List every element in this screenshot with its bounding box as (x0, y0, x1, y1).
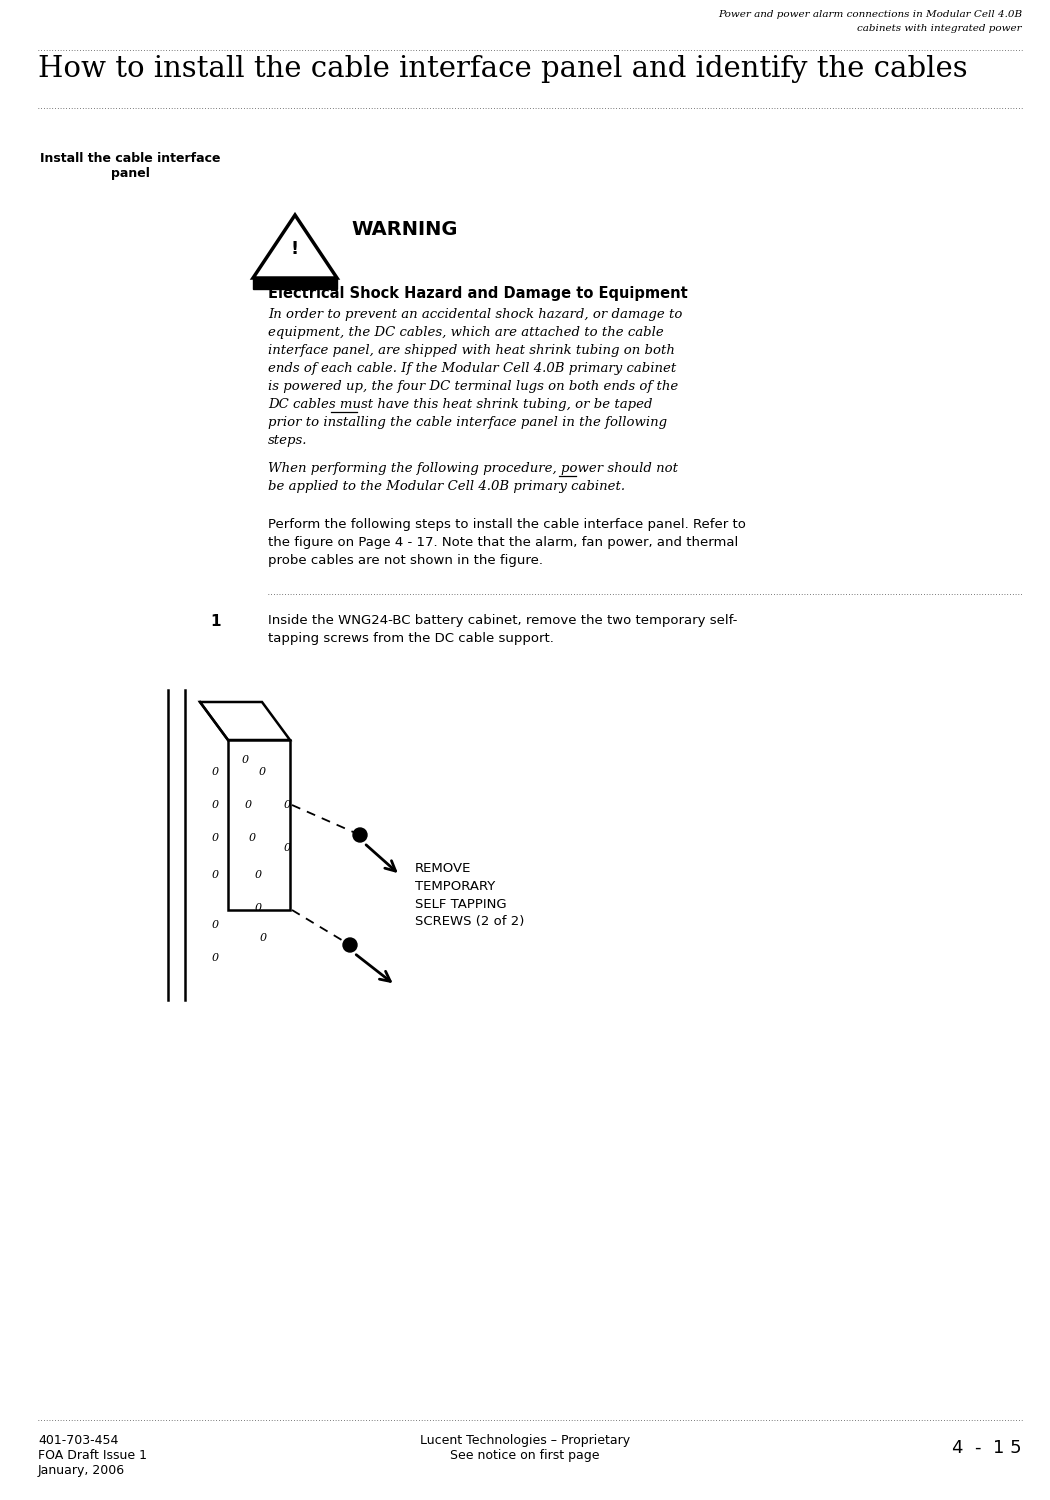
Text: See notice on first page: See notice on first page (450, 1449, 600, 1462)
Text: 401-703-454: 401-703-454 (38, 1434, 119, 1448)
Text: be applied to the Modular Cell 4.0B primary cabinet.: be applied to the Modular Cell 4.0B prim… (268, 480, 625, 494)
Text: 4  -  1 5: 4 - 1 5 (952, 1438, 1022, 1456)
Text: steps.: steps. (268, 433, 308, 447)
Text: 0: 0 (211, 870, 218, 880)
Text: Power and power alarm connections in Modular Cell 4.0B: Power and power alarm connections in Mod… (718, 10, 1022, 20)
Text: Electrical Shock Hazard and Damage to Equipment: Electrical Shock Hazard and Damage to Eq… (268, 286, 688, 302)
Text: In order to prevent an accidental shock hazard, or damage to: In order to prevent an accidental shock … (268, 308, 682, 321)
Text: How to install the cable interface panel and identify the cables: How to install the cable interface panel… (38, 56, 968, 82)
Bar (253, 278, 337, 290)
Text: 0: 0 (211, 766, 218, 777)
Text: 0: 0 (211, 833, 218, 843)
Text: is powered up, the four DC terminal lugs on both ends of the: is powered up, the four DC terminal lugs… (268, 380, 678, 393)
Text: equipment, the DC cables, which are attached to the cable: equipment, the DC cables, which are atta… (268, 326, 664, 339)
Text: !: ! (291, 240, 299, 258)
Circle shape (353, 828, 367, 842)
Text: Perform the following steps to install the cable interface panel. Refer to: Perform the following steps to install t… (268, 518, 746, 531)
Text: WARNING: WARNING (351, 220, 458, 238)
Text: 0: 0 (211, 952, 218, 963)
Text: FOA Draft Issue 1: FOA Draft Issue 1 (38, 1449, 147, 1462)
Text: 0: 0 (242, 754, 249, 765)
Text: interface panel, are shipped with heat shrink tubing on both: interface panel, are shipped with heat s… (268, 344, 675, 357)
Text: DC cables must have this heat shrink tubing, or be taped: DC cables must have this heat shrink tub… (268, 398, 652, 411)
Text: the figure on Page 4 - 17. Note that the alarm, fan power, and thermal: the figure on Page 4 - 17. Note that the… (268, 536, 738, 549)
Text: 0: 0 (211, 800, 218, 810)
Text: 0: 0 (258, 766, 266, 777)
Text: When performing the following procedure, power should not: When performing the following procedure,… (268, 462, 678, 476)
Circle shape (343, 938, 357, 952)
Text: 0: 0 (284, 843, 291, 854)
Text: Inside the WNG24-BC battery cabinet, remove the two temporary self-: Inside the WNG24-BC battery cabinet, rem… (268, 614, 737, 627)
Text: Install the cable interface: Install the cable interface (40, 152, 220, 165)
Text: cabinets with integrated power: cabinets with integrated power (858, 24, 1022, 33)
Text: 0: 0 (211, 920, 218, 930)
Text: Lucent Technologies – Proprietary: Lucent Technologies – Proprietary (420, 1434, 630, 1448)
Text: REMOVE
TEMPORARY
SELF TAPPING
SCREWS (2 of 2): REMOVE TEMPORARY SELF TAPPING SCREWS (2 … (415, 861, 524, 928)
Text: probe cables are not shown in the figure.: probe cables are not shown in the figure… (268, 554, 543, 567)
Text: 0: 0 (249, 833, 255, 843)
Text: 0: 0 (254, 870, 261, 880)
Text: 0: 0 (259, 933, 267, 944)
Text: January, 2006: January, 2006 (38, 1464, 125, 1478)
Text: panel: panel (110, 166, 149, 180)
Text: 0: 0 (254, 903, 261, 914)
Text: prior to installing the cable interface panel in the following: prior to installing the cable interface … (268, 416, 667, 429)
Text: 1: 1 (210, 614, 220, 628)
Polygon shape (228, 740, 290, 910)
Text: ends of each cable. If the Modular Cell 4.0B primary cabinet: ends of each cable. If the Modular Cell … (268, 362, 676, 375)
Text: 0: 0 (284, 800, 291, 810)
Text: 0: 0 (245, 800, 252, 810)
Text: tapping screws from the DC cable support.: tapping screws from the DC cable support… (268, 632, 554, 645)
